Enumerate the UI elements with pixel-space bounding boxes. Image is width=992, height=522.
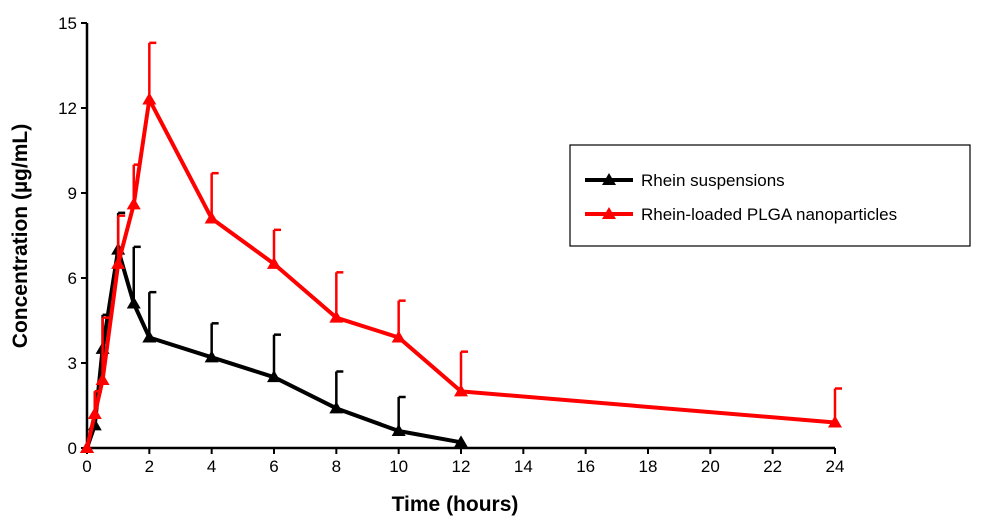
x-tick-label: 2 bbox=[145, 457, 154, 476]
series-line bbox=[85, 97, 836, 449]
y-tick-label: 6 bbox=[68, 269, 77, 288]
y-ticks: 0 3 6 9 12 15 bbox=[58, 14, 87, 458]
series-layer bbox=[80, 41, 842, 453]
legend-box bbox=[569, 144, 971, 247]
x-tick-label: 14 bbox=[514, 457, 533, 476]
x-tick-label: 24 bbox=[826, 457, 845, 476]
data-point bbox=[142, 330, 157, 343]
data-point bbox=[267, 256, 281, 269]
x-ticks: 0 2 4 6 8 10 12 14 16 18 20 22 24 bbox=[82, 448, 844, 476]
data-point bbox=[391, 330, 406, 343]
legend-label-rhein-suspensions: Rhein suspensions bbox=[641, 171, 785, 190]
legend-label-rhein-plga: Rhein-loaded PLGA nanoparticles bbox=[641, 205, 897, 224]
data-point bbox=[87, 407, 102, 419]
x-axis-title: Time (hours) bbox=[392, 493, 519, 516]
data-point bbox=[454, 384, 468, 397]
data-point bbox=[391, 424, 406, 436]
x-tick-label: 20 bbox=[701, 457, 720, 476]
y-tick-label: 9 bbox=[68, 184, 77, 203]
y-tick-label: 3 bbox=[68, 354, 77, 373]
data-point bbox=[204, 350, 219, 363]
x-tick-label: 0 bbox=[82, 457, 91, 476]
x-tick-label: 16 bbox=[576, 457, 595, 476]
legend: Rhein suspensions Rhein-loaded PLGA nano… bbox=[569, 144, 971, 247]
legend-marker-rhein-suspensions bbox=[602, 173, 616, 185]
y-tick-label: 12 bbox=[58, 99, 77, 118]
data-point bbox=[828, 415, 842, 428]
x-tick-label: 12 bbox=[452, 457, 471, 476]
x-tick-label: 18 bbox=[639, 457, 658, 476]
data-point bbox=[126, 296, 141, 309]
data-point bbox=[111, 256, 126, 269]
x-tick-label: 6 bbox=[269, 457, 278, 476]
x-tick-label: 22 bbox=[763, 457, 782, 476]
y-tick-label: 0 bbox=[68, 439, 77, 458]
series-1 bbox=[80, 41, 842, 453]
y-axis-title: Concentration (µg/mL) bbox=[9, 124, 32, 348]
data-point bbox=[204, 211, 219, 224]
x-tick-label: 10 bbox=[389, 457, 408, 476]
data-point bbox=[454, 435, 468, 448]
data-point bbox=[267, 370, 281, 383]
data-point bbox=[329, 401, 344, 414]
data-point bbox=[95, 373, 110, 385]
data-point bbox=[126, 197, 141, 210]
x-tick-label: 8 bbox=[332, 457, 341, 476]
data-point bbox=[142, 92, 157, 105]
data-point bbox=[80, 441, 94, 453]
legend-marker-rhein-plga bbox=[602, 207, 616, 219]
x-tick-label: 4 bbox=[207, 457, 216, 476]
data-point bbox=[329, 310, 344, 323]
y-tick-label: 15 bbox=[58, 14, 77, 33]
